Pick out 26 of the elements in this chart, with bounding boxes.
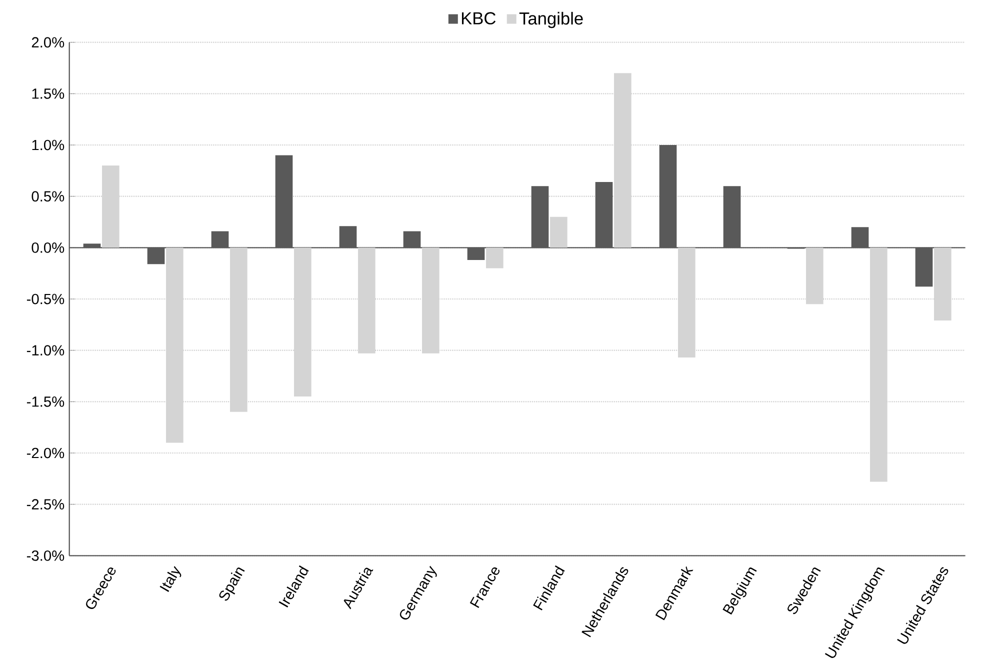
bar [934, 248, 952, 321]
y-tick-label: 0.0% [32, 242, 64, 253]
legend-label: KBC [462, 12, 496, 24]
bar [870, 248, 888, 482]
bar [230, 248, 248, 412]
y-tick-label: -2.5% [26, 499, 64, 510]
bar [166, 248, 184, 443]
legend-label: Tangible [519, 12, 583, 28]
bar [102, 166, 120, 248]
bar [294, 248, 312, 397]
y-tick-label: -1.0% [26, 345, 64, 356]
y-tick-label: -2.0% [26, 448, 64, 458]
bar [678, 248, 696, 358]
bar [614, 73, 632, 248]
y-tick-label: 0.5% [32, 191, 64, 202]
y-tick-label: -0.5% [26, 294, 64, 304]
y-tick-label: 1.5% [32, 88, 64, 99]
bar [422, 248, 440, 354]
bar [806, 248, 824, 304]
y-tick-label: -1.5% [26, 396, 64, 407]
y-tick-label: 1.0% [32, 140, 64, 150]
y-tick-label: -3.0% [26, 550, 64, 561]
bar [486, 248, 504, 268]
bar [550, 216, 568, 248]
bar [358, 248, 376, 354]
y-tick-label: 2.0% [32, 37, 64, 48]
